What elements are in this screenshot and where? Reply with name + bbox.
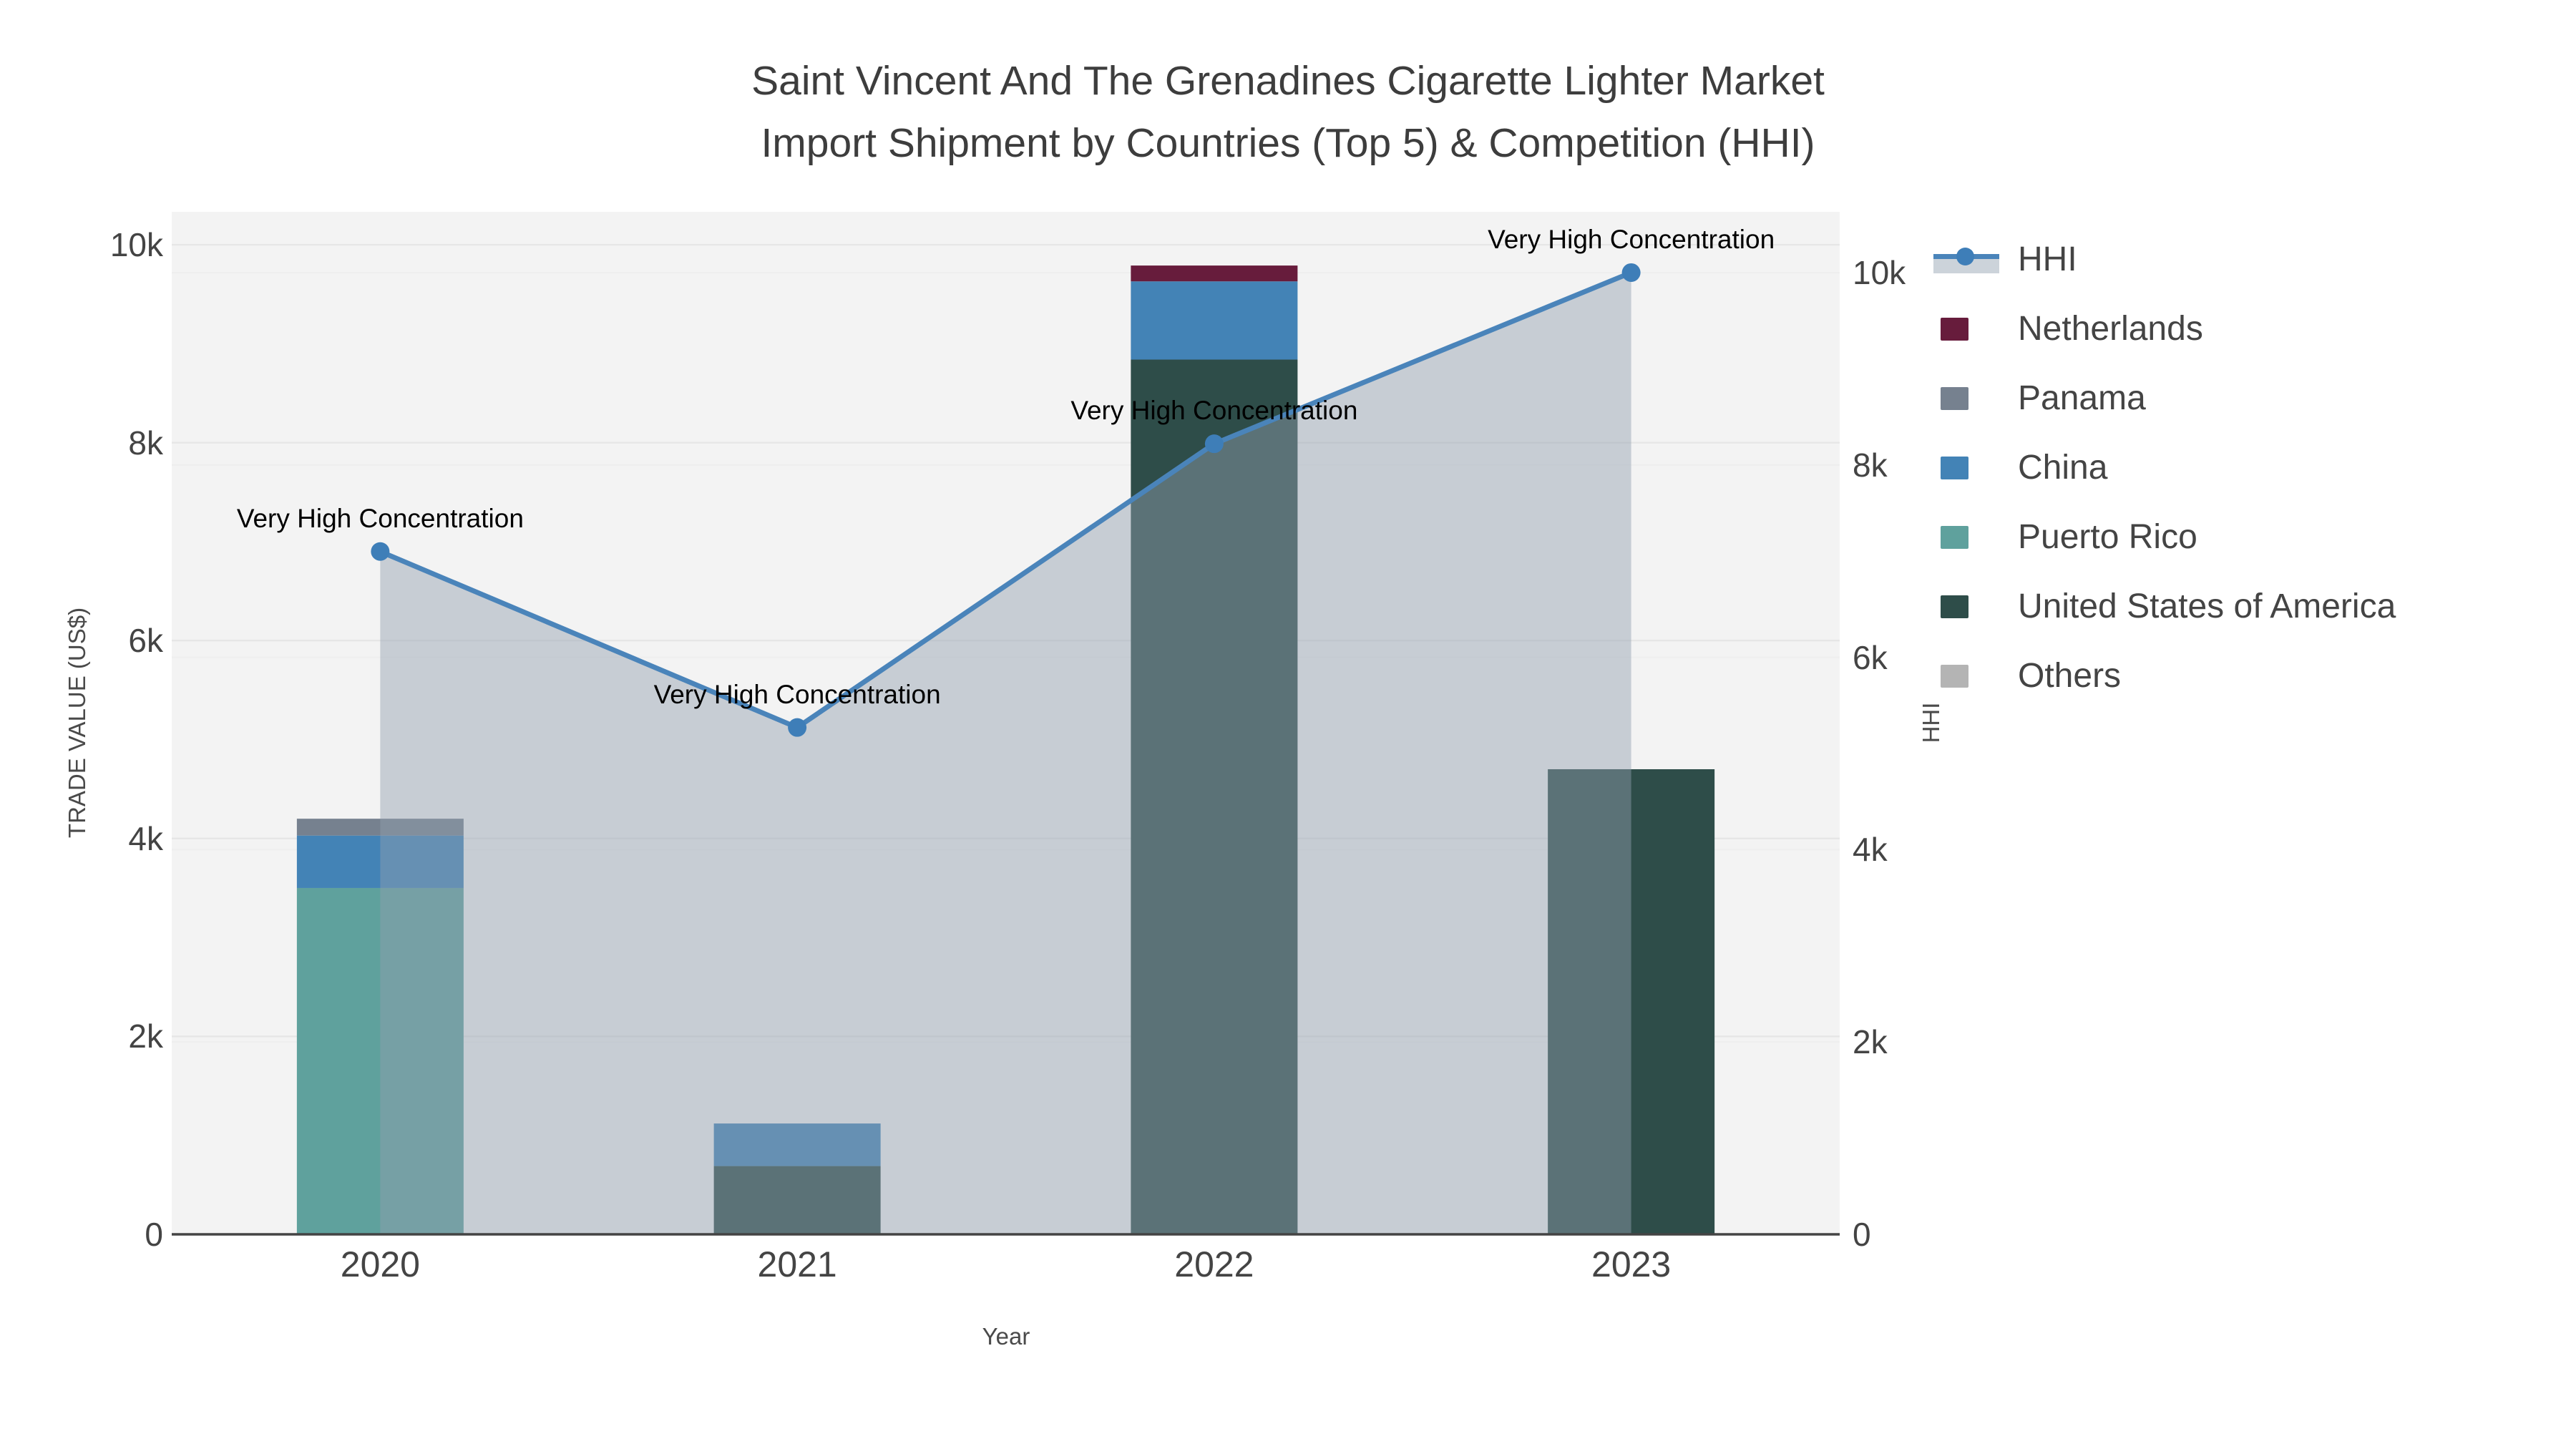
hhi-marker-icon bbox=[1956, 248, 1974, 265]
y-tick-right-6k: 6k bbox=[1853, 638, 1888, 676]
legend-item-united-states-of-america[interactable]: United States of America bbox=[1932, 572, 2396, 641]
legend: HHI Netherlands Panama China Puerto Rico Unit… bbox=[1932, 225, 2396, 711]
annotation-2020: Very High Concentration bbox=[236, 503, 524, 533]
x-tick-2021: 2021 bbox=[757, 1244, 837, 1284]
bar-segment-panama-2020[interactable] bbox=[296, 819, 464, 836]
bar-segment-china-2021[interactable] bbox=[713, 1123, 881, 1166]
bar-segment-puerto-rico-2020[interactable] bbox=[296, 887, 464, 1234]
legend-item-puerto-rico[interactable]: Puerto Rico bbox=[1932, 502, 2396, 572]
legend-swatch-icon bbox=[1932, 317, 2004, 341]
legend-label: Netherlands bbox=[2018, 310, 2203, 348]
hhi-marker-2022[interactable] bbox=[1204, 434, 1224, 454]
legend-item-netherlands[interactable]: Netherlands bbox=[1932, 294, 2396, 364]
y-axis-title-left: TRADE VALUE (US$) bbox=[64, 607, 90, 839]
color-swatch-icon bbox=[1941, 386, 1968, 410]
x-axis-title: Year bbox=[982, 1323, 1030, 1350]
legend-item-hhi[interactable]: HHI bbox=[1932, 225, 2396, 294]
legend-label: Others bbox=[2018, 657, 2122, 695]
legend-swatch-icon bbox=[1932, 664, 2004, 688]
annotation-2021: Very High Concentration bbox=[653, 679, 941, 709]
color-swatch-icon bbox=[1941, 664, 1968, 688]
bar-segment-netherlands-2022[interactable] bbox=[1131, 265, 1298, 282]
chart-title: Saint Vincent And The Grenadines Cigaret… bbox=[0, 50, 2576, 175]
annotation-2022: Very High Concentration bbox=[1070, 396, 1358, 426]
y-tick-left-2k: 2k bbox=[128, 1018, 163, 1055]
color-swatch-icon bbox=[1941, 525, 1968, 549]
y-tick-right-0: 0 bbox=[1853, 1216, 1871, 1253]
y-tick-right-8k: 8k bbox=[1853, 446, 1888, 484]
legend-label: China bbox=[2018, 449, 2108, 487]
y-tick-right-4k: 4k bbox=[1853, 831, 1888, 869]
chart-title-line2: Import Shipment by Countries (Top 5) & C… bbox=[761, 120, 1815, 166]
bar-segment-china-2022[interactable] bbox=[1131, 281, 1298, 360]
color-swatch-icon bbox=[1941, 317, 1968, 341]
y-tick-left-4k: 4k bbox=[128, 819, 163, 857]
hhi-band-icon bbox=[1933, 248, 1999, 273]
legend-item-panama[interactable]: Panama bbox=[1932, 364, 2396, 433]
hhi-marker-2020[interactable] bbox=[371, 542, 390, 561]
y-tick-right-2k: 2k bbox=[1853, 1023, 1888, 1061]
x-tick-2023: 2023 bbox=[1591, 1244, 1672, 1284]
y-tick-left-10k: 10k bbox=[109, 226, 163, 264]
color-swatch-icon bbox=[1941, 595, 1968, 618]
color-swatch-icon bbox=[1941, 456, 1968, 479]
legend-label: United States of America bbox=[2018, 587, 2396, 625]
legend-label: Puerto Rico bbox=[2018, 518, 2197, 556]
y-tick-left-8k: 8k bbox=[128, 424, 163, 462]
hhi-marker-2021[interactable] bbox=[788, 718, 807, 737]
legend-swatch-icon bbox=[1932, 595, 2004, 618]
y-tick-left-6k: 6k bbox=[128, 622, 163, 660]
legend-swatch-icon bbox=[1932, 525, 2004, 549]
legend-swatch-icon bbox=[1932, 386, 2004, 410]
y-tick-right-10k: 10k bbox=[1853, 253, 1906, 291]
chart-title-line1: Saint Vincent And The Grenadines Cigaret… bbox=[751, 58, 1825, 104]
x-tick-2020: 2020 bbox=[340, 1244, 420, 1284]
legend-swatch-icon bbox=[1932, 456, 2004, 479]
legend-item-china[interactable]: China bbox=[1932, 433, 2396, 502]
y-tick-left-0: 0 bbox=[145, 1216, 163, 1253]
x-tick-2022: 2022 bbox=[1174, 1244, 1254, 1284]
legend-label: HHI bbox=[2018, 240, 2077, 278]
legend-item-others[interactable]: Others bbox=[1932, 641, 2396, 711]
bar-segment-united-states-of-america-2021[interactable] bbox=[713, 1166, 881, 1234]
bar-segment-united-states-of-america-2022[interactable] bbox=[1131, 359, 1298, 1234]
hhi-area-fill bbox=[380, 272, 1631, 1234]
bar-segment-china-2020[interactable] bbox=[296, 835, 464, 888]
legend-label: Panama bbox=[2018, 379, 2146, 417]
hhi-line bbox=[379, 270, 1632, 731]
bar-segment-united-states-of-america-2023[interactable] bbox=[1548, 769, 1715, 1234]
hhi-line-legend-icon bbox=[1932, 248, 2004, 273]
annotation-2023: Very High Concentration bbox=[1488, 224, 1775, 254]
hhi-marker-2023[interactable] bbox=[1621, 263, 1641, 282]
